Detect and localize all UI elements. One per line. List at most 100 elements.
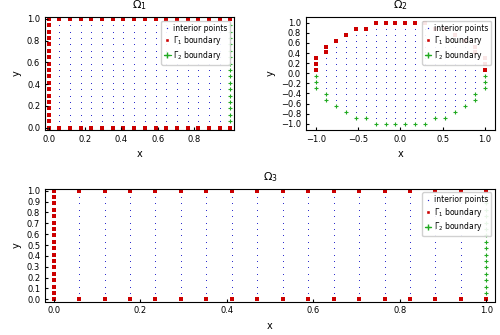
Point <box>109 86 117 92</box>
Point <box>406 207 414 212</box>
Point <box>355 271 363 276</box>
Point <box>162 86 170 92</box>
Point <box>461 91 469 97</box>
Point <box>98 29 106 35</box>
Point <box>50 258 58 264</box>
Point <box>412 91 420 97</box>
Point <box>461 97 469 103</box>
Point <box>56 119 64 124</box>
Point <box>162 93 170 98</box>
Point <box>304 233 312 238</box>
Point <box>152 271 160 276</box>
Point <box>406 297 414 302</box>
Point <box>342 44 350 49</box>
Point <box>482 284 490 289</box>
Point <box>441 38 449 43</box>
Point <box>406 226 414 232</box>
Point <box>352 56 360 61</box>
Point <box>173 99 181 105</box>
Point <box>422 85 430 91</box>
Point <box>362 62 370 67</box>
Point <box>304 226 312 232</box>
Point <box>432 265 440 270</box>
Point <box>226 29 234 35</box>
Point <box>202 258 210 264</box>
Point <box>194 16 202 21</box>
Point <box>177 277 185 283</box>
Point <box>332 38 340 43</box>
Point <box>228 290 236 295</box>
Point <box>312 85 320 91</box>
Point <box>56 86 64 92</box>
Point <box>120 48 128 54</box>
Point <box>66 112 74 118</box>
Point <box>330 265 338 270</box>
Point <box>457 188 465 193</box>
Point <box>406 194 414 200</box>
Point <box>56 125 64 130</box>
Point <box>332 68 340 73</box>
Point <box>202 252 210 257</box>
Point <box>184 36 192 41</box>
Point <box>88 55 96 60</box>
Point <box>50 290 58 295</box>
Point <box>304 258 312 264</box>
Point <box>56 55 64 60</box>
Point <box>330 201 338 206</box>
X-axis label: x: x <box>136 149 142 159</box>
Point <box>194 36 202 41</box>
Point <box>471 74 479 79</box>
Point <box>482 239 490 245</box>
Point <box>330 188 338 193</box>
Point <box>202 220 210 225</box>
Point <box>461 62 469 67</box>
Point <box>194 80 202 85</box>
Point <box>441 103 449 109</box>
Point <box>457 239 465 245</box>
Point <box>471 85 479 91</box>
Point <box>380 277 388 283</box>
Point <box>152 119 160 124</box>
Point <box>152 258 160 264</box>
Point <box>482 213 490 219</box>
Point <box>254 284 262 289</box>
Point <box>352 91 360 97</box>
Point <box>228 226 236 232</box>
Point <box>382 109 390 115</box>
Y-axis label: y: y <box>12 70 22 76</box>
Point <box>88 61 96 66</box>
Point <box>392 103 400 109</box>
Point <box>392 115 400 121</box>
Point <box>162 16 170 21</box>
Point <box>431 38 439 43</box>
Point <box>342 79 350 85</box>
Point <box>461 85 469 91</box>
Point <box>173 80 181 85</box>
Point <box>254 194 262 200</box>
Point <box>226 106 234 111</box>
Point <box>120 93 128 98</box>
Point <box>98 42 106 47</box>
Point <box>406 284 414 289</box>
Point <box>471 44 479 49</box>
Point <box>382 91 390 97</box>
Point <box>412 62 420 67</box>
Point <box>451 103 459 109</box>
Point <box>66 23 74 28</box>
Point <box>100 220 108 225</box>
Point <box>66 42 74 47</box>
Point <box>56 99 64 105</box>
Point <box>482 297 490 302</box>
Point <box>362 79 370 85</box>
Point <box>352 85 360 91</box>
Point <box>352 79 360 85</box>
Point <box>216 93 224 98</box>
Point <box>402 115 409 121</box>
Point <box>126 220 134 225</box>
Point <box>141 16 149 21</box>
Point <box>76 29 84 35</box>
Point <box>432 220 440 225</box>
Point <box>431 85 439 91</box>
Point <box>205 119 213 124</box>
Point <box>451 38 459 43</box>
